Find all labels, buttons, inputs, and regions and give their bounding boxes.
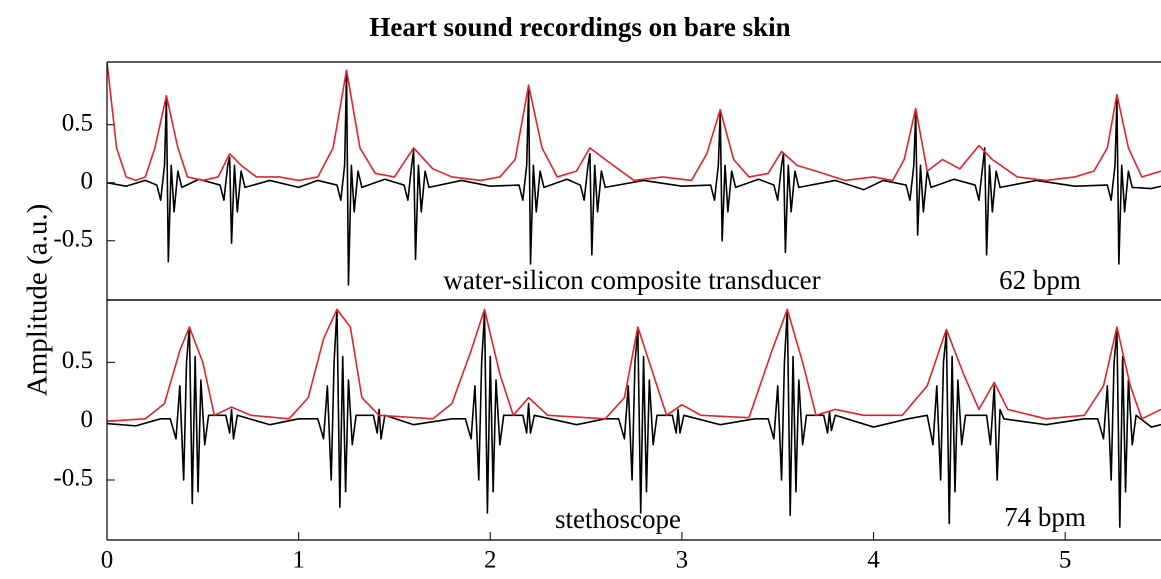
annotation: 74 bpm: [1004, 502, 1086, 532]
annotation: stethoscope: [555, 504, 681, 534]
x-tick-label: 3: [676, 547, 689, 574]
signal-line: [107, 71, 1161, 286]
y-tick-label: 0: [81, 406, 94, 433]
y-tick-label: 0.5: [62, 347, 93, 374]
x-tick-label: 4: [867, 547, 880, 574]
y-tick-label: -0.5: [53, 465, 93, 492]
x-tick-label: 2: [484, 547, 497, 574]
signal-line: [107, 308, 1161, 422]
y-axis-label: Amplitude (a.u.): [22, 204, 54, 396]
signal-line: [107, 62, 1161, 182]
x-tick-label: 1: [292, 547, 305, 574]
y-tick-label: 0.5: [62, 109, 93, 136]
annotation: 62 bpm: [999, 265, 1081, 295]
y-tick-label: -0.5: [53, 226, 93, 253]
annotation: water-silicon composite transducer: [443, 265, 820, 295]
x-tick-label: 5: [1059, 547, 1072, 574]
signal-line: [107, 308, 1161, 528]
y-tick-label: 0: [81, 167, 94, 194]
x-tick-label: 0: [101, 547, 114, 574]
chart-title: Heart sound recordings on bare skin: [369, 12, 790, 42]
